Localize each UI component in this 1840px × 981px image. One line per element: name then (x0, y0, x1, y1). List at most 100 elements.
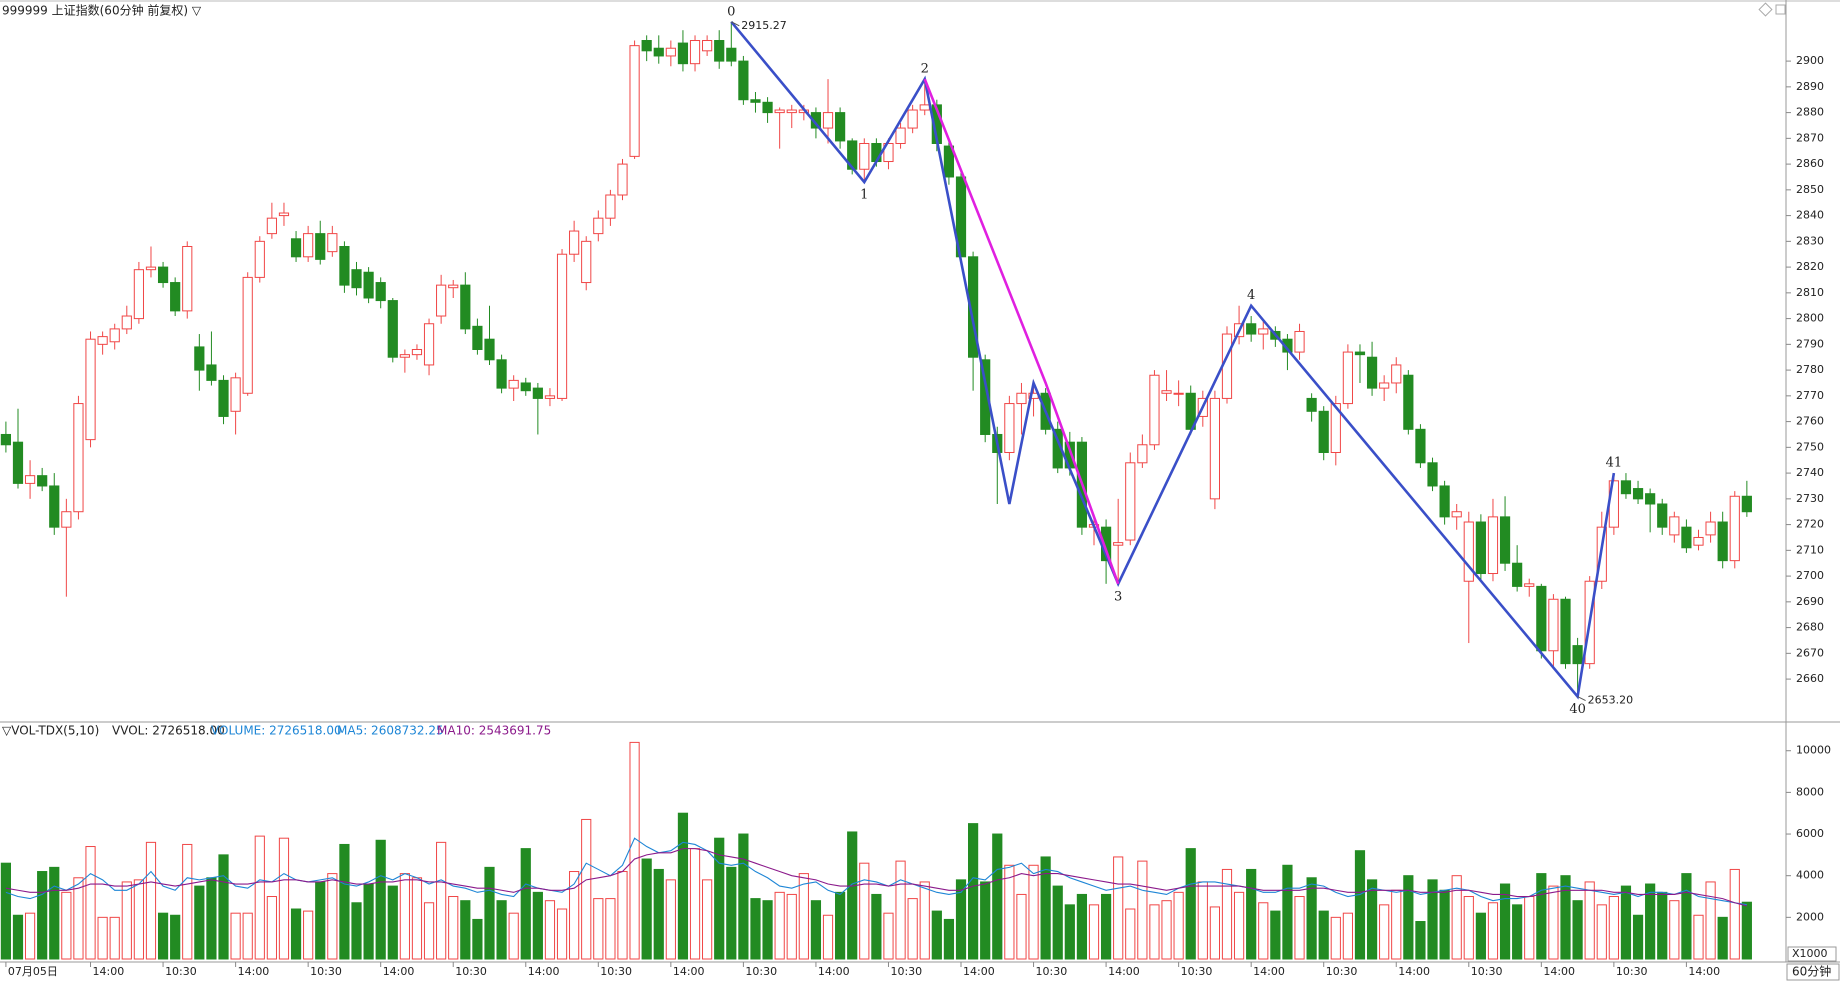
volume-bar (182, 843, 193, 960)
candle-body (907, 109, 918, 129)
x-tick-label: 14:00 (93, 965, 125, 978)
volume-bar (532, 891, 543, 960)
y-tick-label: 2860 (1796, 157, 1824, 170)
candle-body (1499, 516, 1511, 564)
volume-bar (1221, 868, 1233, 960)
volume-bar (1040, 856, 1051, 960)
volume-bar (109, 916, 120, 960)
volume-bar (97, 916, 108, 960)
ma10-line (5, 848, 1748, 907)
candle-body (1318, 410, 1329, 453)
x-tick-label: 14:00 (1688, 965, 1720, 978)
candle-body (714, 40, 725, 62)
candle-body (1403, 374, 1414, 430)
volume-bar (0, 862, 11, 960)
x-tick-label: 10:30 (165, 965, 197, 978)
volume-bar (1173, 891, 1184, 960)
volume-bar (12, 914, 24, 960)
volume-bar (1209, 906, 1221, 960)
volume-bar (1016, 893, 1027, 960)
volume-bar (822, 914, 834, 960)
candle-body (37, 475, 48, 487)
period-box[interactable] (1786, 963, 1840, 981)
candle-body (871, 143, 882, 163)
y-tick-label: 2750 (1796, 440, 1824, 453)
y-tick-label: 2890 (1796, 80, 1824, 93)
volume-bar (1463, 896, 1474, 960)
volume-bar (1439, 889, 1450, 960)
candle-body (1475, 521, 1486, 575)
candle-body (170, 282, 181, 312)
volume-bar (399, 873, 410, 960)
candle-body (1693, 536, 1704, 546)
x-tick-label: 14:00 (673, 965, 705, 978)
y-tick-label: 2670 (1796, 646, 1824, 659)
candle-body (278, 212, 290, 217)
candle-body (484, 338, 495, 361)
wave-value-label: 2915.27 (741, 19, 787, 32)
volume-bar (702, 879, 713, 960)
volume-bar (266, 896, 277, 960)
indicator-name: ▽VOL-TDX(5,10) (2, 724, 99, 738)
volume-bar (919, 881, 930, 960)
x-tick-label: 10:30 (745, 965, 777, 978)
candle-body (835, 112, 846, 142)
candle-body (726, 47, 737, 62)
volume-bar (605, 898, 616, 960)
y-tick-label: 2850 (1796, 183, 1824, 196)
candle-body (1294, 330, 1305, 353)
volume-bar (1645, 883, 1656, 960)
candle-body (1705, 521, 1716, 536)
candle-body (315, 233, 326, 260)
y-tick-label: 2840 (1796, 209, 1824, 222)
candle-body (24, 475, 36, 484)
candle-body (1415, 428, 1426, 464)
candle-body (242, 276, 253, 394)
volume-bar (170, 914, 181, 960)
volume-bar (641, 858, 652, 960)
candle-body (665, 47, 676, 57)
period-label[interactable]: 60分钟 (1792, 964, 1831, 979)
volume-bar (1113, 856, 1124, 960)
chart-title: 999999 上证指数(60分钟 前复权) ▽ (2, 3, 202, 18)
volume-bar (738, 833, 749, 960)
wave-point-label: 0 (727, 4, 735, 19)
candle-body (895, 127, 906, 145)
volume-bar (1318, 910, 1329, 960)
candle-body (49, 485, 60, 528)
volume-bar (448, 896, 459, 960)
candle-body (762, 101, 773, 114)
candle-body (448, 284, 459, 289)
x-tick-label: 14:00 (1253, 965, 1285, 978)
x-tick-label: 10:30 (1616, 965, 1648, 978)
candle-body (1258, 328, 1269, 335)
candle-body (61, 511, 72, 528)
volume-bar (943, 918, 955, 960)
y-tick-label: 2810 (1796, 286, 1824, 299)
candle-body (1221, 333, 1233, 399)
volume-bar (423, 902, 435, 960)
candle-body (617, 163, 628, 196)
volume-bar (714, 837, 725, 960)
volume-bar (798, 873, 809, 960)
x-tick-label: 14:00 (963, 965, 995, 978)
volume-bar (1512, 904, 1523, 960)
candle-body (629, 45, 640, 157)
candle-body (569, 230, 580, 255)
candle-body (109, 328, 120, 343)
corner-icon[interactable] (1758, 2, 1773, 17)
volume-bar (1137, 860, 1148, 960)
volume-bar (593, 898, 604, 960)
volume-bar (1608, 896, 1619, 960)
volume-bar (1524, 896, 1535, 960)
candle-body (73, 403, 84, 513)
volume-bar (194, 885, 205, 960)
wave-value-marker (731, 21, 740, 27)
candle-body (980, 359, 991, 435)
candle-body (1560, 598, 1571, 665)
corner-icon[interactable] (1775, 4, 1786, 15)
candle-body (182, 245, 193, 312)
y-tick-label: 6000 (1796, 827, 1824, 840)
